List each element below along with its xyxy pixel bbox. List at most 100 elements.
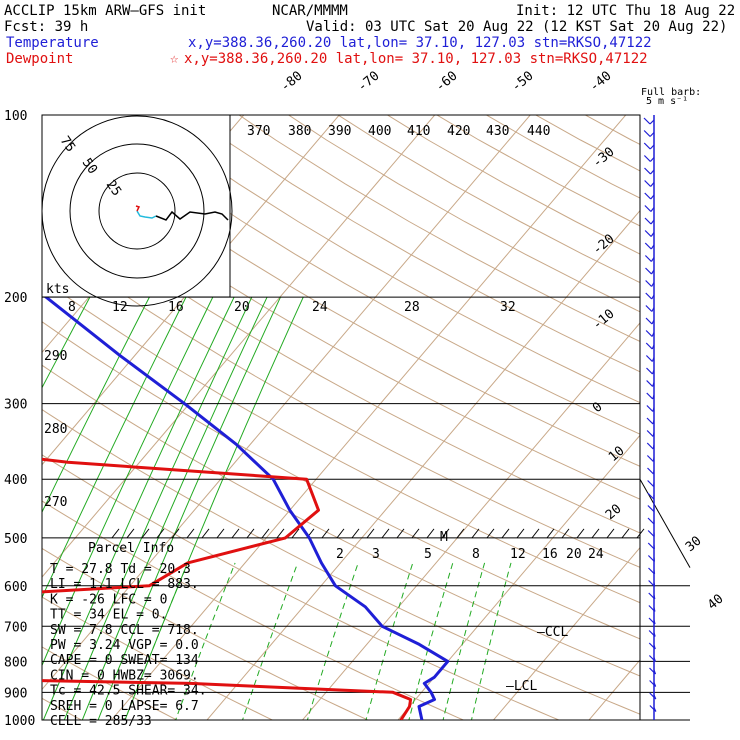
wind-barb-flag — [649, 705, 657, 712]
moist-line — [42, 296, 150, 514]
theta-label: 290 — [44, 349, 67, 364]
hatch-mark — [231, 528, 240, 539]
dewpoint-info: x,y=388.36,260.20 lat,lon= 37.10, 127.03… — [184, 51, 648, 67]
hodograph-ring-label: 50 — [79, 156, 100, 177]
barb-legend: Full barb: — [641, 87, 701, 98]
parcel-row: CIN = 0 HWBZ= 3069. — [50, 668, 199, 683]
parcel-row: CELL = 285/33 — [50, 714, 152, 729]
hatch-mark — [486, 528, 495, 539]
mixing-ratio-label: 16 — [168, 300, 184, 315]
temperature-legend: Temperature — [6, 35, 99, 51]
valid-time: Valid: 03 UTC Sat 20 Aug 22 (12 KST Sat … — [306, 19, 727, 35]
wind-barb — [650, 244, 655, 250]
wind-barb — [651, 282, 655, 287]
mixing-ratio-label: 32 — [500, 300, 516, 315]
wind-barb-flag — [645, 355, 653, 362]
wind-barb — [650, 169, 655, 175]
moist-line — [42, 296, 214, 667]
isotherm-label: 20 — [603, 502, 625, 524]
wind-barb-flag — [646, 455, 654, 462]
wind-barb — [651, 332, 655, 337]
isotherm-line — [42, 115, 531, 691]
wind-barb-flag — [649, 667, 656, 675]
wind-barb — [650, 219, 655, 225]
parcel-row: PW = 3.24 VGP = 0.0 — [50, 638, 199, 653]
pressure-tick-label: 800 — [4, 655, 27, 670]
parcel-row: T = 27.8 Td = 20.3 — [50, 562, 191, 577]
isotherm-label: -70 — [355, 68, 383, 95]
isotherm-label: -80 — [278, 68, 306, 95]
init-time: Init: 12 UTC Thu 18 Aug 22 — [516, 3, 735, 19]
hatch-mark — [336, 528, 345, 539]
hatch-mark — [186, 528, 195, 539]
wind-barb-flag — [648, 655, 656, 662]
mixing-ratio-label: 16 — [542, 547, 558, 562]
hodograph-trace-low — [136, 210, 157, 219]
hatch-mark — [456, 528, 465, 539]
hatch-mark — [636, 528, 645, 539]
moist-line — [42, 296, 235, 720]
hodograph-ring-label: 25 — [103, 178, 124, 199]
hatch-mark — [411, 528, 420, 539]
wind-barb-flag — [647, 555, 655, 562]
isotherm-label: -30 — [590, 144, 618, 171]
wind-barb — [650, 194, 655, 200]
parcel-row: SW = 7.8 CCL = 718. — [50, 623, 199, 638]
hatch-mark — [321, 528, 330, 539]
isotherm-label: 10 — [606, 444, 628, 466]
wind-barb-flag — [646, 417, 654, 425]
mixing-ratio-label: 2 — [336, 547, 344, 562]
wind-barb-flag — [647, 505, 655, 512]
theta-label: 370 — [247, 124, 270, 139]
mixing-ratio-label: 12 — [112, 300, 128, 315]
hatch-mark — [216, 528, 225, 539]
wind-barb — [650, 207, 655, 212]
dry-adiabat-line — [287, 115, 640, 313]
theta-label: 380 — [288, 124, 311, 139]
mixing-ratio-line — [442, 562, 486, 720]
wind-barb-flag — [644, 192, 652, 200]
wind-barb — [651, 307, 655, 312]
hodograph-ring — [69, 143, 205, 279]
hodograph-ring-label: 75 — [57, 134, 78, 155]
hatch-mark — [546, 528, 555, 539]
parcel-row: K = -26 LFC = 0 — [50, 592, 167, 607]
wind-barb-flag — [644, 167, 651, 175]
pressure-tick-label: 900 — [4, 686, 27, 701]
barb-legend-unit: 5 m s⁻¹ — [646, 96, 688, 107]
center-label: NCAR/MMMM — [272, 3, 348, 19]
dry-adiabat-line — [188, 115, 640, 373]
temperature-info: x,y=388.36,260.20 lat,lon= 37.10, 127.03… — [188, 35, 652, 51]
wind-barb-flag — [645, 305, 653, 312]
dewpoint-line — [42, 457, 413, 720]
dry-adiabat-line — [42, 500, 465, 720]
model-title: ACCLIP 15km ARW–GFS init — [4, 3, 206, 19]
wind-barb — [650, 232, 655, 237]
hatch-mark — [441, 528, 450, 539]
wind-barb — [652, 394, 655, 400]
theta-label: 420 — [447, 124, 470, 139]
isotherm-line — [110, 115, 627, 720]
wind-barb-flag — [644, 230, 652, 237]
isotherm-label: 40 — [705, 592, 727, 614]
mixing-ratio-label: 20 — [566, 547, 582, 562]
hatch-mark — [246, 528, 255, 539]
hatch-mark — [396, 528, 405, 539]
hodograph-ring — [98, 172, 176, 250]
wind-barb — [651, 369, 655, 375]
hatch-mark — [501, 528, 510, 539]
isotherm-line — [206, 209, 640, 720]
theta-label: 280 — [44, 422, 67, 437]
pressure-tick-label: 1000 — [4, 714, 35, 729]
parcel-row: LI = 1.1 LCL = 883. — [50, 577, 199, 592]
pressure-tick-label: 200 — [4, 291, 27, 306]
theta-label: 430 — [486, 124, 509, 139]
m-label: M — [440, 530, 448, 545]
wind-barb-flag — [646, 442, 654, 450]
theta-label: 440 — [527, 124, 550, 139]
wind-barb — [649, 119, 655, 125]
lcl-label: —LCL — [506, 679, 537, 694]
dry-adiabat-line — [42, 154, 640, 500]
isotherm-label: -40 — [587, 68, 615, 95]
pressure-tick-label: 300 — [4, 398, 27, 413]
